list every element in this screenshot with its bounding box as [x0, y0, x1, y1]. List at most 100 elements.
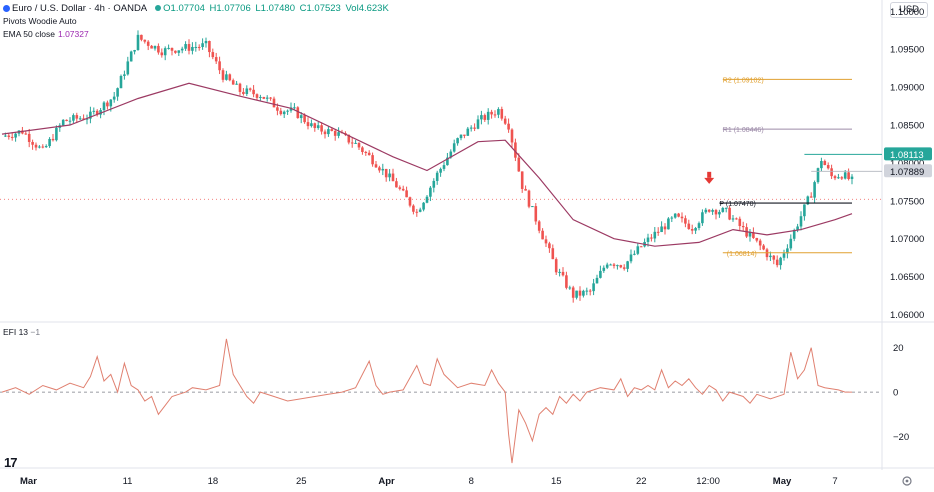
- time-tick-label: 8: [469, 476, 474, 487]
- candle-body: [320, 125, 323, 132]
- candle-body: [269, 97, 272, 99]
- candle-body: [850, 176, 854, 180]
- price-tag-box: [884, 164, 932, 178]
- candle-body: [718, 211, 721, 215]
- candle-body: [191, 46, 194, 51]
- candle-body: [225, 74, 228, 80]
- candle-body: [157, 45, 160, 53]
- low-value: L1.07480: [255, 3, 295, 14]
- candle-body: [106, 102, 109, 107]
- candle-body: [507, 123, 510, 130]
- grid: [0, 0, 934, 470]
- efi-axis[interactable]: 20 0 −20: [893, 343, 909, 443]
- time-axis[interactable]: Mar 11 18 25 Apr 8 15 22 12:00 May 7: [20, 476, 838, 487]
- candle-body: [626, 261, 629, 269]
- candle-body: [388, 173, 391, 178]
- candle-body: [177, 50, 181, 53]
- tradingview-logo-icon[interactable]: 17: [4, 455, 18, 470]
- candle-body: [660, 226, 663, 233]
- candle-body: [129, 51, 133, 62]
- time-tick-label: 12:00: [696, 476, 720, 487]
- candle-body: [150, 45, 153, 49]
- candle-body: [517, 157, 521, 172]
- time-tick-label: 15: [551, 476, 562, 487]
- price-tick-label: 1.06500: [890, 272, 924, 283]
- candle-body: [769, 255, 772, 258]
- time-tick-label: 25: [296, 476, 307, 487]
- candle-body: [68, 120, 72, 122]
- candle-body: [384, 168, 388, 178]
- candle-body: [728, 207, 731, 220]
- candle-body: [238, 83, 242, 92]
- pivot-label-r1: R1 (1.08446): [723, 127, 764, 134]
- candle-body: [714, 210, 718, 215]
- candle-body: [7, 135, 11, 137]
- candle-body: [843, 172, 847, 179]
- efi-tick-label: 20: [893, 343, 904, 354]
- candle-body: [707, 209, 711, 212]
- price-tag-label: 1.07889: [890, 167, 924, 178]
- candle-body: [126, 61, 130, 75]
- settings-icon[interactable]: [902, 476, 912, 486]
- candle-body: [262, 96, 266, 99]
- pivot-label-s1: (1.06814): [727, 251, 757, 258]
- pivots-indicator-label[interactable]: Pivots Woodie Auto: [3, 16, 77, 26]
- price-axis[interactable]: 1.10000 1.09500 1.09000 1.08500 1.08000 1.075…: [890, 7, 924, 321]
- candle-body: [99, 110, 102, 115]
- candle-body: [211, 52, 215, 58]
- candle-body: [61, 119, 65, 126]
- candle-body: [497, 109, 500, 115]
- candle-body: [779, 257, 782, 266]
- candle-body: [299, 115, 303, 119]
- candle-body: [551, 248, 555, 260]
- candle-body: [381, 168, 385, 171]
- candle-body: [452, 143, 456, 152]
- candle-body: [38, 146, 41, 148]
- candle-body: [446, 157, 449, 166]
- candle-body: [72, 115, 75, 121]
- candle-body: [109, 99, 113, 107]
- candle-body: [255, 94, 259, 98]
- candle-body: [602, 267, 606, 271]
- candle-body: [252, 89, 255, 95]
- candle-body: [510, 129, 514, 143]
- candle-body: [378, 167, 381, 171]
- candle-body: [51, 138, 55, 141]
- candle-body: [133, 50, 136, 52]
- candle-body: [82, 118, 85, 120]
- ema-value: 1.07327: [57, 29, 89, 39]
- candle-body: [490, 111, 493, 115]
- candle-body: [687, 223, 691, 230]
- candle-body: [92, 110, 96, 112]
- candle-body: [27, 133, 31, 142]
- candle-body: [293, 107, 296, 109]
- candle-body: [469, 127, 473, 129]
- ema-indicator-legend[interactable]: EMA 50 close 1.07327: [3, 29, 89, 39]
- candle-body: [837, 177, 840, 179]
- efi-indicator-legend[interactable]: EFI 13 −1: [3, 327, 40, 337]
- candle-body: [741, 225, 745, 228]
- candle-body: [820, 161, 823, 169]
- candle-body: [568, 287, 572, 289]
- candle-body: [208, 41, 211, 53]
- candle-body: [408, 197, 412, 206]
- candle-body: [582, 290, 585, 296]
- candle-body: [565, 275, 568, 288]
- candle-body: [429, 187, 432, 197]
- currency-selector[interactable]: USD: [890, 2, 928, 18]
- candle-body: [483, 115, 487, 120]
- candle-body: [119, 75, 123, 89]
- candle-body: [493, 114, 497, 116]
- candle-body: [354, 142, 357, 144]
- candle-body: [435, 172, 439, 181]
- candle-body: [24, 133, 28, 135]
- candle-body: [670, 217, 674, 219]
- candle-body: [840, 177, 844, 179]
- symbol-legend[interactable]: Euro / U.S. Dollar · 4h · OANDA O1.07704 …: [3, 3, 391, 14]
- candle-body: [636, 246, 640, 254]
- candle-body: [160, 52, 164, 56]
- candle-body: [55, 127, 58, 141]
- candle-body: [534, 206, 538, 222]
- symbol-icon: [3, 4, 10, 12]
